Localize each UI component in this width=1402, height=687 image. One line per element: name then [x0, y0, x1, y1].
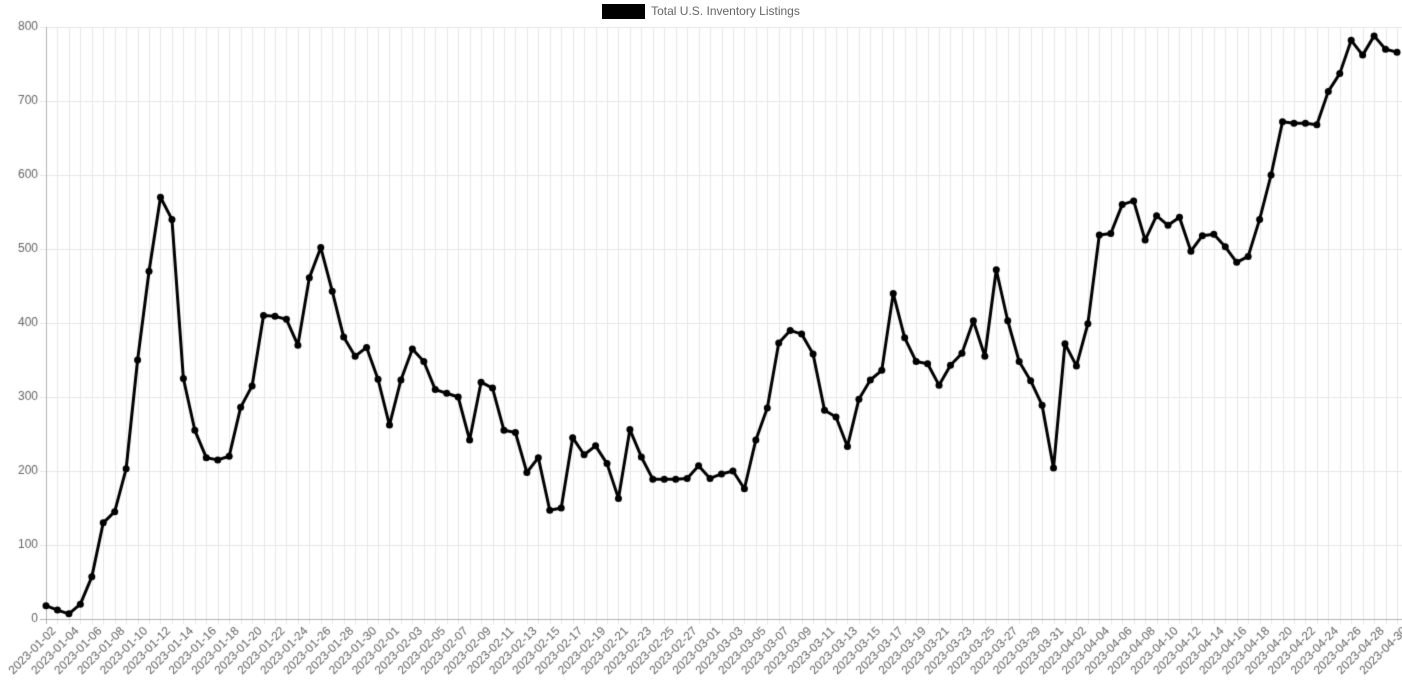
chart-legend[interactable]: Total U.S. Inventory Listings [0, 4, 1402, 19]
legend-label: Total U.S. Inventory Listings [651, 4, 800, 18]
legend-swatch [602, 4, 646, 19]
